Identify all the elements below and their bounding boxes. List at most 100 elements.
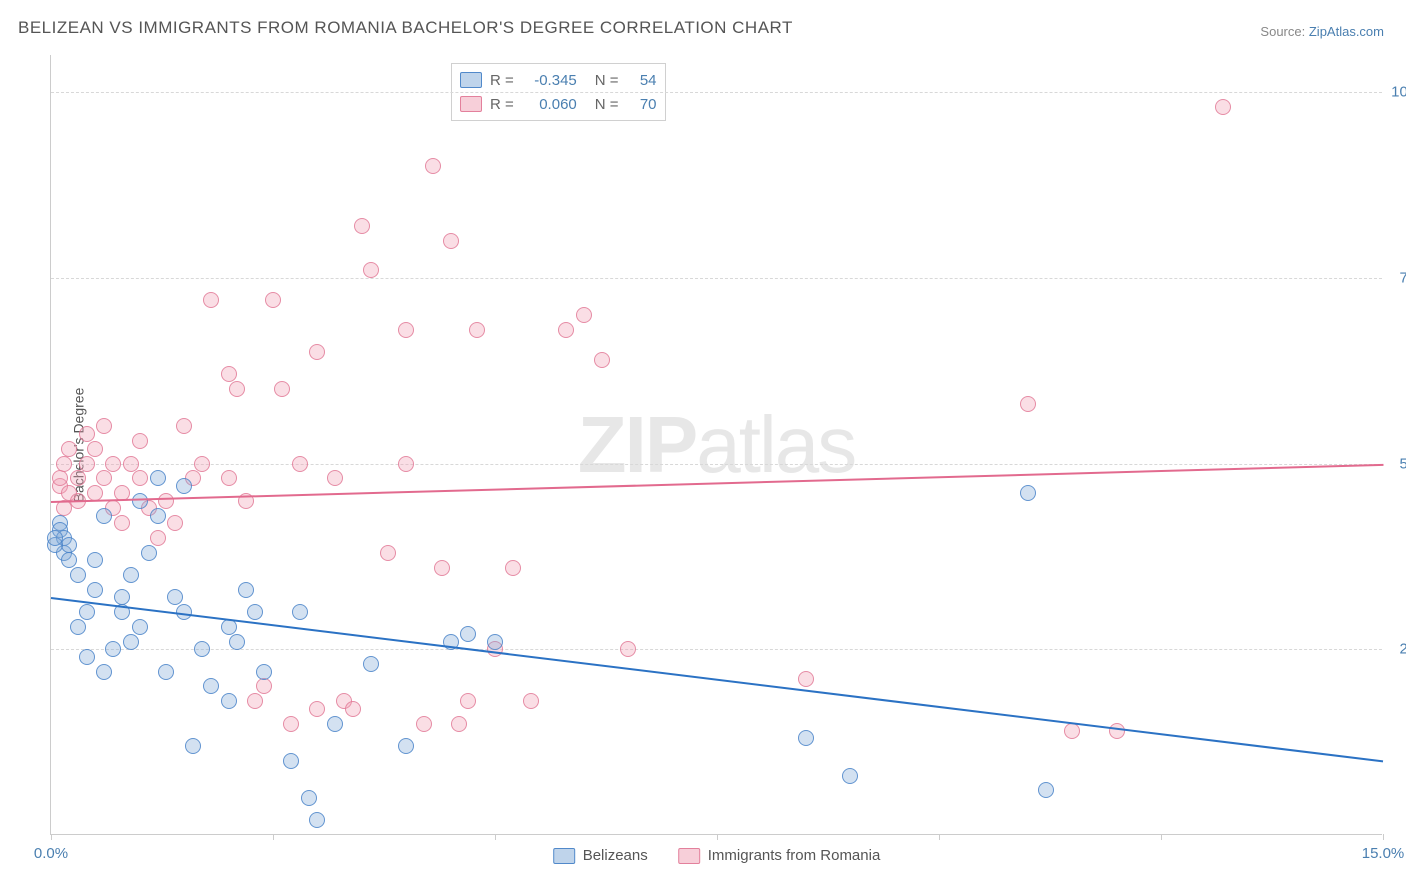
legend-label-blue: Belizeans: [583, 847, 648, 864]
data-point-pink: [345, 701, 361, 717]
data-point-pink: [469, 322, 485, 338]
data-point-blue: [309, 812, 325, 828]
data-point-pink: [363, 262, 379, 278]
data-point-blue: [221, 693, 237, 709]
data-point-blue: [132, 619, 148, 635]
data-point-pink: [70, 470, 86, 486]
data-point-pink: [398, 322, 414, 338]
data-point-pink: [158, 493, 174, 509]
data-point-blue: [327, 716, 343, 732]
data-point-blue: [229, 634, 245, 650]
x-tick-mark: [1161, 834, 1162, 840]
swatch-pink-icon: [460, 96, 482, 112]
data-point-blue: [150, 508, 166, 524]
data-point-blue: [87, 552, 103, 568]
chart-plot-area: ZIPatlas Bachelor's Degree R = -0.345 N …: [50, 55, 1382, 835]
legend-item-blue: Belizeans: [553, 847, 648, 864]
x-tick-mark: [495, 834, 496, 840]
data-point-blue: [158, 664, 174, 680]
data-point-pink: [327, 470, 343, 486]
data-point-pink: [96, 418, 112, 434]
data-point-blue: [238, 582, 254, 598]
source-link[interactable]: ZipAtlas.com: [1309, 24, 1384, 39]
trend-line-pink: [51, 464, 1383, 503]
data-point-blue: [70, 567, 86, 583]
x-tick-label: 0.0%: [34, 845, 68, 862]
data-point-blue: [363, 656, 379, 672]
data-point-pink: [176, 418, 192, 434]
data-point-pink: [798, 671, 814, 687]
data-point-pink: [52, 470, 68, 486]
data-point-pink: [460, 693, 476, 709]
x-tick-mark: [273, 834, 274, 840]
data-point-blue: [460, 626, 476, 642]
data-point-pink: [96, 470, 112, 486]
data-point-pink: [265, 292, 281, 308]
data-point-pink: [283, 716, 299, 732]
data-point-blue: [123, 634, 139, 650]
data-point-pink: [150, 530, 166, 546]
data-point-pink: [1215, 99, 1231, 115]
data-point-pink: [620, 641, 636, 657]
watermark-bold: ZIP: [578, 400, 696, 489]
gridline-horizontal: [51, 464, 1382, 465]
y-tick-label: 100.0%: [1387, 84, 1406, 101]
data-point-pink: [434, 560, 450, 576]
data-point-blue: [798, 730, 814, 746]
data-point-pink: [451, 716, 467, 732]
data-point-pink: [132, 433, 148, 449]
data-point-blue: [79, 604, 95, 620]
r-value-pink: 0.060: [522, 96, 577, 113]
data-point-pink: [61, 441, 77, 457]
data-point-blue: [114, 589, 130, 605]
data-point-pink: [1109, 723, 1125, 739]
gridline-horizontal: [51, 649, 1382, 650]
data-point-blue: [247, 604, 263, 620]
data-point-pink: [203, 292, 219, 308]
data-point-pink: [398, 456, 414, 472]
n-value-pink: 70: [627, 96, 657, 113]
data-point-pink: [105, 456, 121, 472]
data-point-pink: [87, 441, 103, 457]
swatch-pink-icon: [678, 848, 700, 864]
data-point-pink: [274, 381, 290, 397]
data-point-blue: [487, 634, 503, 650]
y-tick-label: 75.0%: [1387, 269, 1406, 286]
x-tick-mark: [717, 834, 718, 840]
chart-title: BELIZEAN VS IMMIGRANTS FROM ROMANIA BACH…: [18, 18, 793, 38]
data-point-pink: [256, 678, 272, 694]
data-point-blue: [292, 604, 308, 620]
swatch-blue-icon: [460, 72, 482, 88]
data-point-blue: [96, 508, 112, 524]
data-point-pink: [132, 470, 148, 486]
data-point-pink: [505, 560, 521, 576]
legend-label-pink: Immigrants from Romania: [708, 847, 881, 864]
r-label: R =: [490, 96, 514, 113]
series-legend: Belizeans Immigrants from Romania: [553, 847, 881, 864]
correlation-legend-row-pink: R = 0.060 N = 70: [460, 92, 657, 116]
data-point-pink: [443, 233, 459, 249]
r-label: R =: [490, 72, 514, 89]
data-point-blue: [301, 790, 317, 806]
data-point-blue: [283, 753, 299, 769]
data-point-pink: [56, 456, 72, 472]
data-point-pink: [523, 693, 539, 709]
r-value-blue: -0.345: [522, 72, 577, 89]
data-point-blue: [61, 552, 77, 568]
watermark: ZIPatlas: [578, 399, 855, 491]
x-tick-label: 15.0%: [1362, 845, 1405, 862]
data-point-pink: [354, 218, 370, 234]
x-tick-mark: [51, 834, 52, 840]
data-point-pink: [123, 456, 139, 472]
data-point-blue: [203, 678, 219, 694]
x-tick-mark: [939, 834, 940, 840]
data-point-blue: [167, 589, 183, 605]
data-point-pink: [380, 545, 396, 561]
swatch-blue-icon: [553, 848, 575, 864]
data-point-pink: [167, 515, 183, 531]
data-point-pink: [79, 456, 95, 472]
data-point-blue: [87, 582, 103, 598]
data-point-blue: [256, 664, 272, 680]
data-point-blue: [79, 649, 95, 665]
n-label: N =: [595, 72, 619, 89]
